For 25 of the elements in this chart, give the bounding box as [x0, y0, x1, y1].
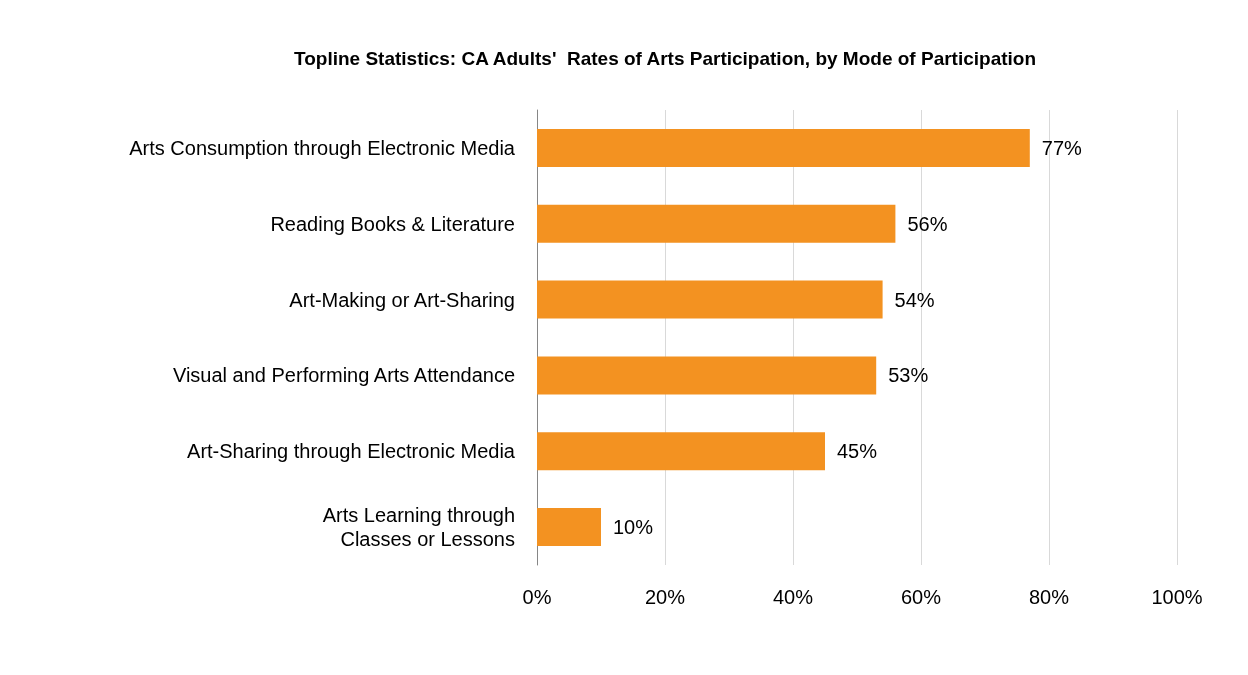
data-label: 54%: [894, 288, 935, 311]
bar: [537, 128, 1030, 167]
bar: [537, 280, 883, 319]
data-label: 77%: [1041, 136, 1083, 159]
bar: [537, 356, 877, 395]
y-tick-label: Visual and Performing Arts Attendance: [172, 364, 515, 387]
x-tick-label: 100%: [1151, 586, 1203, 608]
x-tick-label: 0%: [522, 586, 552, 608]
bar: [537, 508, 601, 547]
y-tick-label: Art-Sharing through Electronic Media: [187, 440, 516, 463]
x-tick-label: 20%: [644, 586, 686, 608]
y-tick-label: Arts Learning through Classes or Lessons: [322, 504, 515, 551]
data-label: 53%: [888, 364, 929, 387]
y-tick-label: Arts Consumption through Electronic Media: [129, 136, 516, 159]
bar: [537, 432, 825, 471]
bar: [537, 204, 896, 243]
y-tick-label: Art-Making or Art-Sharing: [289, 288, 515, 311]
x-tick-label: 80%: [1028, 586, 1070, 608]
x-tick-label: 60%: [900, 586, 942, 608]
y-tick-label: Reading Books & Literature: [270, 212, 515, 235]
data-label: 56%: [907, 212, 948, 235]
x-tick-label: 40%: [772, 586, 814, 608]
data-label: 10%: [613, 516, 654, 539]
chart-title: Topline Statistics: CA Adults' Rates of Arts Participation, by Mode of Participation: [293, 48, 1037, 69]
data-label: 45%: [837, 440, 878, 463]
